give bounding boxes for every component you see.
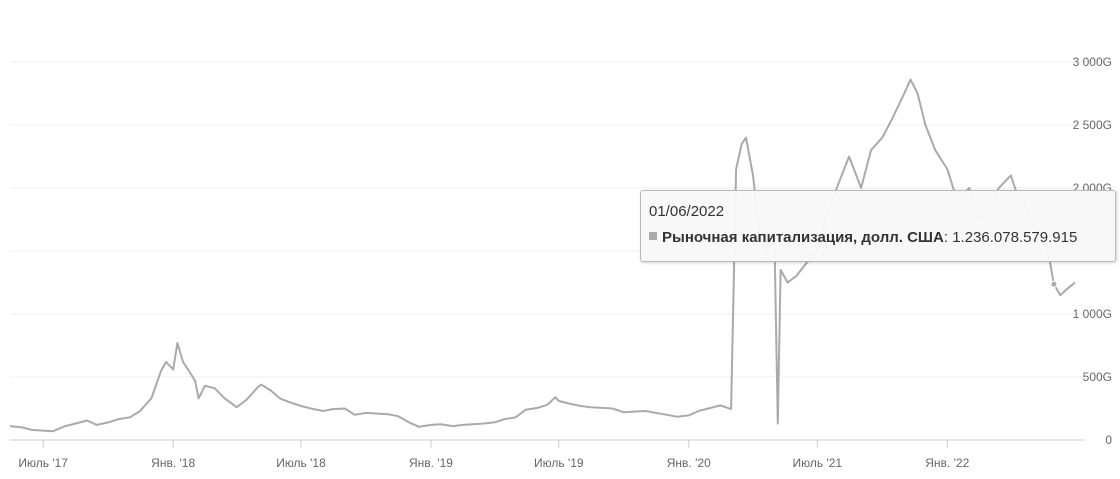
x-tick-label: Июль '21 — [793, 456, 843, 470]
grid-lines — [10, 61, 1085, 441]
y-tick-label: 2 500G — [1073, 118, 1112, 132]
tooltip-series-label: Рыночная капитализация, долл. США — [662, 229, 944, 246]
tooltip-value: 1.236.078.579.915 — [952, 229, 1078, 246]
x-tick-label: Янв. '19 — [409, 456, 453, 470]
data-tooltip: 01/06/2022 Рыночная капитализация, долл.… — [640, 190, 1116, 262]
x-tick-label: Янв. '20 — [667, 456, 711, 470]
series-marker-icon — [649, 232, 657, 241]
tooltip-row: Рыночная капитализация, долл. США: 1.236… — [649, 226, 1107, 250]
x-tick-label: Июль '17 — [18, 456, 68, 470]
y-tick-label: 1 000G — [1073, 307, 1112, 321]
x-axis: Июль '17 Янв. '18 Июль '18 Янв. '19 Июль '19… — [18, 440, 970, 470]
x-tick-label: Июль '18 — [276, 456, 326, 470]
series-layer — [9, 78, 1076, 433]
tooltip-point-marker — [1050, 280, 1058, 288]
x-tick-label: Июль '19 — [534, 456, 584, 470]
y-tick-label: 500G — [1083, 370, 1112, 384]
x-tick-label: Янв. '18 — [151, 456, 195, 470]
y-tick-label: 0 — [1105, 433, 1112, 447]
series-line-0 — [9, 78, 1076, 433]
y-tick-label: 3 000G — [1073, 55, 1112, 69]
tooltip-separator: : — [943, 229, 953, 246]
tooltip-date: 01/06/2022 — [649, 203, 725, 220]
x-tick-label: Янв. '22 — [925, 456, 969, 470]
